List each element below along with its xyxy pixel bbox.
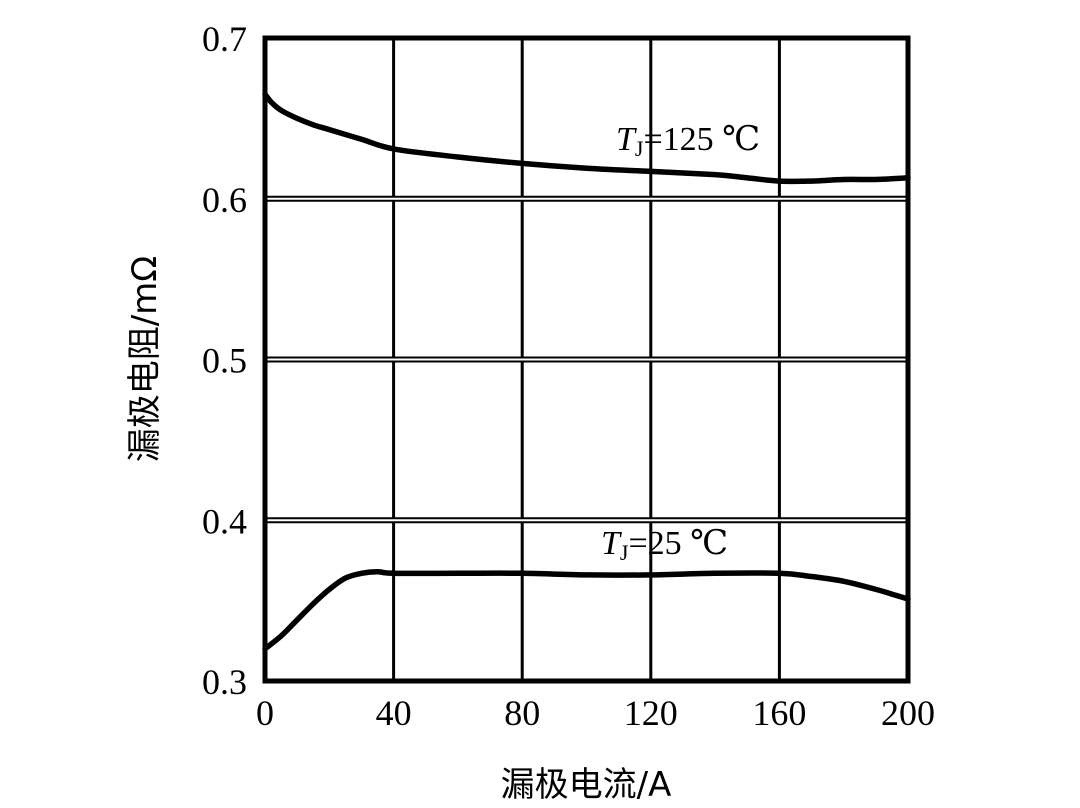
- series-label-tj25-sub: J: [620, 540, 629, 565]
- y-tick-label: 0.3: [202, 662, 247, 702]
- series-line-1: [262, 568, 911, 652]
- y-axis-title: 漏极电阻/mΩ: [125, 256, 165, 463]
- y-tick-label: 0.7: [202, 19, 247, 59]
- series-line-0: [262, 91, 911, 185]
- series-label-tj25-prefix: T: [601, 525, 622, 562]
- y-tick-label: 0.6: [202, 180, 247, 220]
- x-tick-label: 200: [881, 693, 935, 733]
- x-tick-label: 80: [504, 693, 540, 733]
- series-label-tj125: TJ=125 ℃: [616, 121, 760, 161]
- x-axis-title: 漏极电流/A: [501, 765, 672, 805]
- series-layer: [262, 91, 911, 652]
- series-label-tj125-prefix: T: [616, 121, 637, 158]
- x-tick-label: 40: [376, 693, 412, 733]
- series-label-tj125-sub: J: [635, 136, 644, 161]
- series-label-tj25-suffix: =25 ℃: [628, 525, 728, 562]
- series-label-tj125-suffix: =125 ℃: [643, 121, 760, 158]
- x-tick-label: 0: [256, 693, 274, 733]
- grid-layer: [265, 38, 908, 681]
- series-label-tj25: TJ=25 ℃: [601, 525, 728, 565]
- x-tick-label: 160: [752, 693, 806, 733]
- y-tick-label: 0.4: [202, 501, 247, 541]
- plot-frame: [262, 35, 911, 684]
- tick-layer: 0 40 80 120 160 200 0.3 0.4 0.5 0.6 0.7: [202, 19, 935, 733]
- y-tick-label: 0.5: [202, 341, 247, 381]
- x-tick-label: 120: [624, 693, 678, 733]
